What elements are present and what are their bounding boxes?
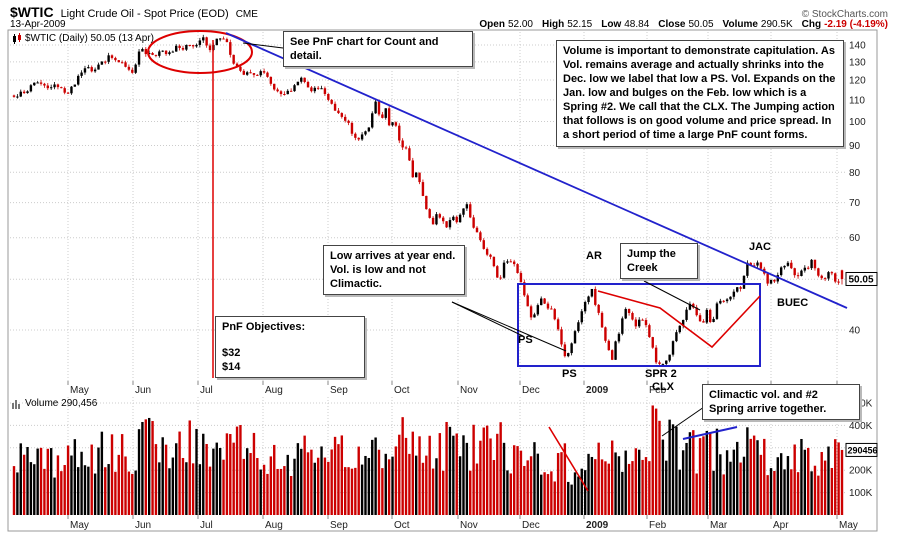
note-jump-the-creek: Jump the Creek [620, 243, 698, 280]
x-axis-month-label: Apr [773, 520, 789, 531]
last-volume-box-value: 290456 [848, 445, 878, 455]
exchange: CME [235, 9, 258, 20]
chart-title: Light Crude Oil - Spot Price (EOD) [60, 8, 229, 20]
x-axis-month-label: 2009 [586, 520, 609, 531]
price-axis-tick: 140 [849, 40, 866, 51]
chart-date: 13-Apr-2009 [10, 19, 66, 30]
pointer-ps-1 [451, 301, 524, 337]
x-axis-month-label: Feb [649, 385, 667, 396]
x-axis-month-label: Aug [265, 385, 283, 396]
chg-label: Chg [801, 19, 822, 30]
x-axis-month-label: Oct [394, 385, 410, 396]
pointer-ps-2 [451, 301, 567, 352]
x-axis-month-label: Nov [460, 520, 478, 531]
axis-layer: May May Jun Jun Jul Jul Aug Aug Sep Sep Oct Oct Nov N… [70, 40, 878, 531]
price-axis-tick: 70 [849, 198, 861, 209]
label-ps-1: PS [518, 334, 533, 346]
x-axis-month-label: Feb [649, 520, 667, 531]
volume-axis-tick: 500K [849, 399, 873, 410]
symbol: $WTIC [10, 4, 54, 20]
label-ps-2: PS [562, 368, 577, 380]
trading-range-box [517, 283, 761, 367]
note-pnf-objectives: PnF Objectives: $32 $14 [215, 316, 365, 379]
price-axis-tick: 90 [849, 141, 861, 152]
price-axis-tick: 100 [849, 117, 866, 128]
x-axis-month-label: 2009 [586, 385, 609, 396]
price-axis-tick: 80 [849, 168, 861, 179]
price-axis-tick: 60 [849, 233, 861, 244]
price-axis-tick: 120 [849, 76, 866, 87]
last-volume-box [845, 442, 878, 457]
candlestick-icon [13, 33, 21, 44]
note-climactic-volume: Climactic vol. and #2 Spring arrive toge… [702, 384, 860, 421]
price-axis-tick: 110 [849, 95, 865, 106]
x-axis-month-label: Jul [200, 520, 213, 531]
annotation-shapes-layer [147, 30, 848, 492]
volume-panel-label: Volume 290,456 [12, 398, 97, 409]
x-axis-month-label: Sep [330, 385, 348, 396]
label-ar: AR [586, 250, 602, 262]
histogram-icon [12, 400, 20, 409]
quote-strip: Open 52.00 High 52.15 Low 48.84 Close 50.05 … [479, 19, 888, 30]
price-axis-tick: 40 [849, 325, 861, 336]
label-buec: BUEC [777, 297, 809, 309]
volume-axis-tick: 400K [849, 421, 873, 432]
pointer-jump-creek [643, 280, 701, 311]
pnf-objectives-title: PnF Objectives: [222, 321, 306, 333]
creek-line [597, 290, 761, 349]
stockcharts-brand: © StockCharts.com [801, 9, 888, 20]
downtrend-line [225, 32, 848, 309]
open-label: Open [479, 19, 505, 30]
volume-shrink-line [548, 426, 589, 492]
x-axis-month-label: Mar [710, 520, 728, 531]
open-value: 52.00 [507, 19, 533, 30]
volume-axis-tick: 100K [849, 488, 873, 499]
volume-value: 290.5K [760, 19, 793, 30]
pointer-climactic [661, 406, 705, 437]
price-panel-label: $WTIC (Daily) 50.05 (13 Apr) [12, 33, 154, 44]
x-axis-month-label: Jun [135, 520, 151, 531]
last-price-box-value: 50.05 [849, 274, 874, 285]
x-axis-month-label: Sep [330, 520, 348, 531]
note-volume-capitulation: Volume is important to demonstrate capit… [556, 40, 844, 147]
high-label: High [541, 19, 565, 30]
volume-label: Volume [722, 19, 758, 30]
x-axis-month-label: Jun [135, 385, 151, 396]
label-clx: CLX [652, 381, 674, 393]
header-row-1: $WTIC Light Crude Oil - Spot Price (EOD)… [10, 4, 888, 20]
x-axis-month-label: Jul [200, 385, 213, 396]
x-axis-month-label: Nov [460, 385, 478, 396]
pointer-see-pnf [242, 42, 284, 49]
x-axis-month-label: May [70, 385, 89, 396]
note-see-pnf: See PnF chart for Count and detail. [283, 31, 473, 68]
x-axis-month-label: Dec [522, 520, 540, 531]
last-price-box [845, 271, 878, 286]
price-panel-label-text: $WTIC (Daily) 50.05 (13 Apr) [25, 33, 154, 44]
peak-ellipse [147, 30, 253, 74]
x-axis-month-label: May [839, 520, 858, 531]
low-label: Low [601, 19, 622, 30]
volume-axis-tick: 200K [849, 466, 873, 477]
pnf-objective-1: $32 [222, 347, 241, 360]
x-axis-month-label: Aug [265, 520, 283, 531]
pnf-objective-2: $14 [222, 361, 241, 374]
price-axis-tick: 130 [849, 57, 866, 68]
label-jac: JAC [749, 241, 772, 253]
volume-panel-label-text: Volume 290,456 [25, 398, 98, 409]
low-value: 48.84 [624, 19, 650, 30]
x-axis-month-label: May [70, 520, 89, 531]
header-row-2: 13-Apr-2009 Open 52.00 High 52.15 Low 48.84… [10, 19, 888, 30]
close-value: 50.05 [688, 19, 714, 30]
chg-value: -2.19 (-4.19%) [824, 19, 888, 30]
volume-expand-line [682, 426, 738, 440]
label-spr2: SPR 2 [645, 368, 677, 380]
x-axis-month-label: Dec [522, 385, 540, 396]
x-axis-month-label: Oct [394, 520, 410, 531]
high-value: 52.15 [567, 19, 593, 30]
close-label: Close [658, 19, 686, 30]
note-low-year-end: Low arrives at year end. Vol. is low and… [323, 245, 465, 296]
